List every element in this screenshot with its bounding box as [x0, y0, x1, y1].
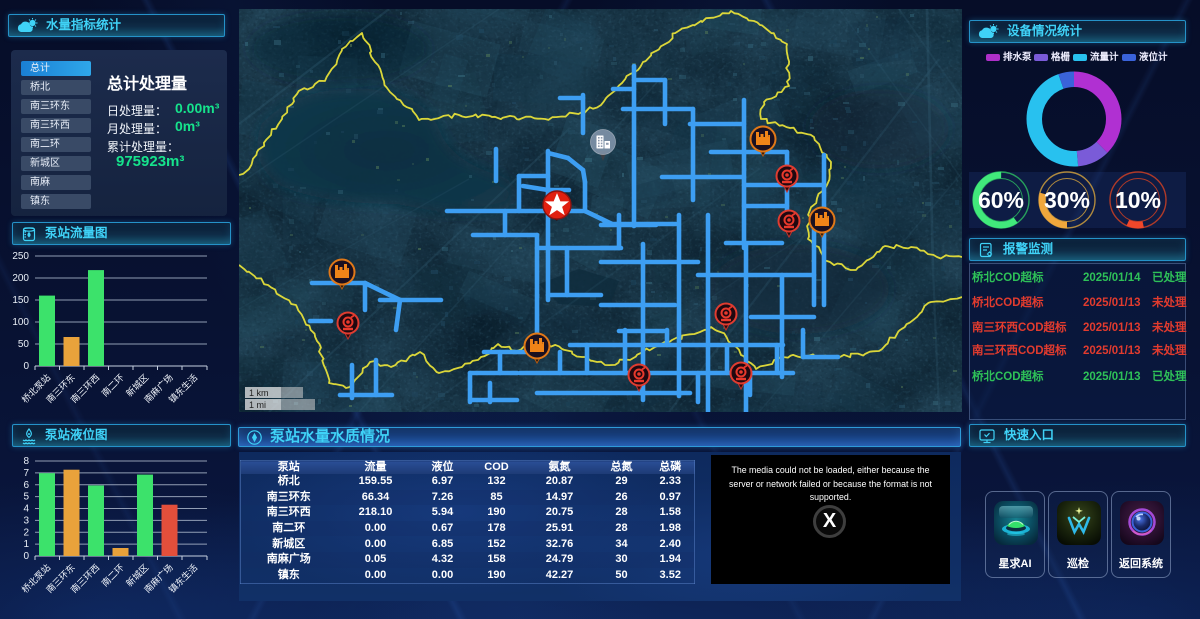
- svg-text:60%: 60%: [978, 187, 1024, 213]
- svg-text:6: 6: [23, 480, 29, 491]
- svg-text:1 km: 1 km: [249, 388, 269, 398]
- svg-text:0: 0: [23, 361, 29, 372]
- svg-text:8: 8: [23, 456, 29, 467]
- svg-text:0: 0: [23, 551, 29, 562]
- svg-text:200: 200: [12, 273, 29, 284]
- svg-text:30%: 30%: [1044, 187, 1090, 213]
- svg-text:1: 1: [23, 539, 29, 550]
- svg-text:南二环: 南二环: [99, 372, 126, 399]
- svg-text:3: 3: [23, 515, 29, 526]
- svg-text:2: 2: [23, 527, 29, 538]
- svg-text:50: 50: [18, 339, 30, 350]
- svg-text:南二环: 南二环: [99, 562, 126, 589]
- svg-text:100: 100: [12, 317, 29, 328]
- svg-text:7: 7: [23, 468, 29, 479]
- svg-text:5: 5: [23, 492, 29, 503]
- svg-text:10%: 10%: [1115, 187, 1161, 213]
- svg-text:4: 4: [23, 504, 29, 515]
- svg-text:150: 150: [12, 295, 29, 306]
- svg-text:250: 250: [12, 251, 29, 262]
- svg-text:1 mi: 1 mi: [249, 400, 266, 410]
